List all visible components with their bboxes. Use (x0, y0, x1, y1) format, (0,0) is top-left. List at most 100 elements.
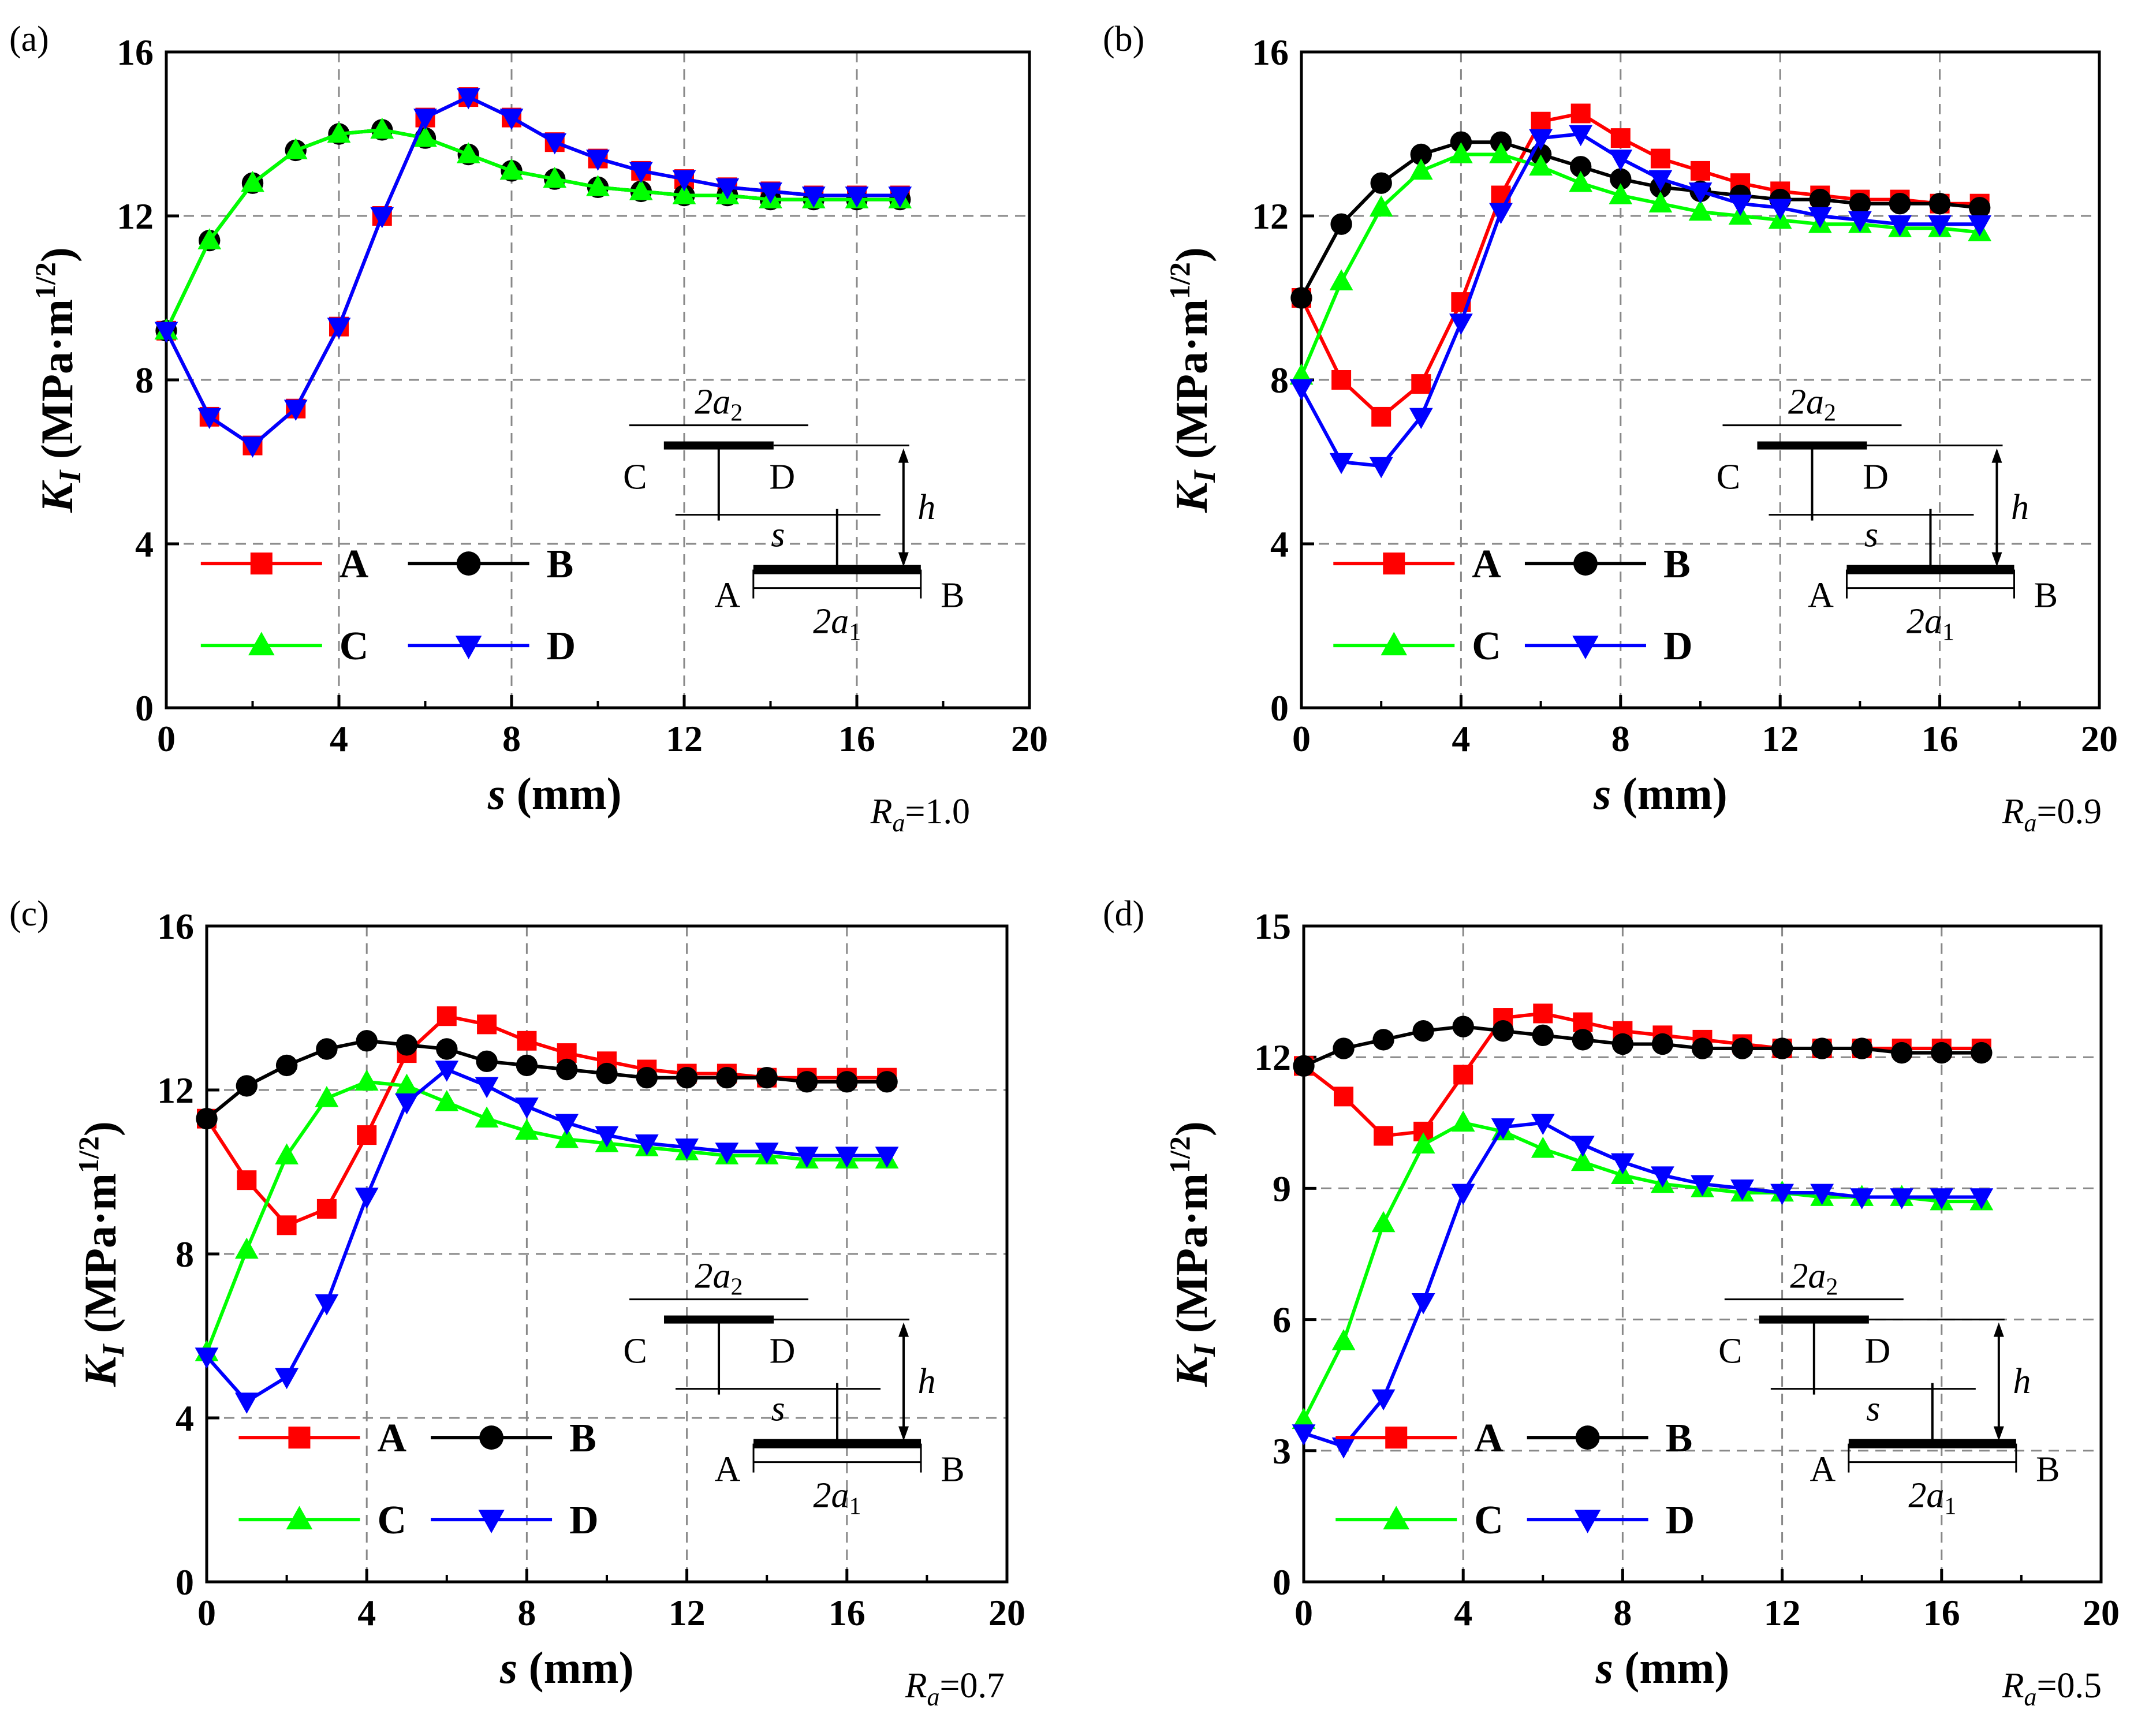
diagram-tip-c: C (623, 458, 647, 497)
data-point-C (629, 179, 653, 200)
legend-label-C: C (1472, 624, 1501, 669)
y-axis-var: K (1166, 480, 1217, 513)
data-point-A (436, 1006, 457, 1026)
data-point-D (1531, 1114, 1555, 1136)
data-point-C (1292, 1408, 1316, 1429)
data-point-B (1931, 1041, 1953, 1064)
data-point-B (196, 1108, 218, 1130)
data-point-C (1648, 191, 1673, 212)
data-point-B (1490, 131, 1512, 153)
diagram-bottom-width: 2a (1908, 1476, 1944, 1515)
data-point-D (395, 1093, 419, 1115)
data-point-D (586, 150, 610, 171)
data-point-A (1650, 148, 1670, 169)
data-point-D (1770, 1184, 1794, 1205)
data-point-A (1570, 103, 1591, 124)
legend-marker-A (250, 552, 273, 575)
x-tick-label: 12 (1762, 718, 1799, 759)
data-point-B (396, 1034, 418, 1056)
x-tick-label: 12 (669, 1592, 706, 1633)
data-point-C (413, 125, 437, 147)
y-axis-unit: (MPa·m (32, 299, 82, 471)
legend-label-B: B (547, 542, 574, 587)
legend-label-A: A (377, 1416, 406, 1461)
data-point-C (475, 1106, 499, 1128)
y-axis-sub: I (1187, 469, 1222, 483)
y-axis-close: ) (1166, 247, 1217, 262)
x-axis-var: s (1595, 1642, 1613, 1693)
data-point-C (355, 1069, 379, 1091)
data-point-C (1411, 1132, 1435, 1153)
diagram-top-width-label: 2a2 (695, 383, 743, 427)
panel-label: (d) (1103, 894, 1144, 934)
x-tick-label: 0 (1294, 1592, 1313, 1633)
y-axis-unit: (MPa·m (75, 1173, 125, 1345)
x-tick-label: 8 (1611, 718, 1630, 759)
diagram-tip-b: B (941, 576, 964, 615)
y-tick-label: 16 (1252, 32, 1289, 73)
series-line-C (165, 128, 900, 332)
data-point-C (1489, 142, 1513, 163)
data-point-B (1452, 1016, 1474, 1037)
data-point-B (1532, 1024, 1554, 1047)
data-point-D (801, 186, 826, 208)
y-axis-var: K (32, 480, 82, 513)
series-C (154, 117, 912, 340)
data-point-D (1451, 1184, 1475, 1205)
legend-label-A: A (1472, 542, 1501, 587)
x-axis-unit: (mm) (1613, 1642, 1729, 1693)
y-tick-label: 8 (1270, 360, 1289, 401)
data-point-D (327, 318, 351, 339)
data-point-C (435, 1090, 459, 1111)
height-arrow-tail (898, 1426, 909, 1441)
series-line-A (165, 95, 900, 448)
x-tick-label: 8 (502, 718, 521, 759)
data-point-C (1369, 195, 1393, 217)
series-D (1292, 1114, 1994, 1459)
series-D (154, 88, 912, 458)
diagram-tip-d: D (769, 458, 795, 497)
ra-value: =0.5 (2037, 1666, 2102, 1705)
ra-sub: a (893, 809, 905, 837)
legend: A B C D (238, 1416, 599, 1543)
data-point-C (456, 142, 480, 163)
y-axis-label: KI (MPa·m1/2) (1163, 247, 1222, 513)
data-point-B (316, 1038, 338, 1060)
x-axis-var: s (1593, 768, 1611, 819)
data-point-B (1971, 1041, 1993, 1064)
diagram-bottom-width-sub: 1 (1944, 1494, 1956, 1520)
data-point-B (1412, 1020, 1434, 1042)
data-point-B (1293, 1055, 1315, 1077)
data-point-B (756, 1067, 778, 1089)
diagram-bottom-width-sub: 1 (1942, 619, 1954, 646)
data-point-A (277, 1215, 297, 1235)
ra-sub: a (2024, 1683, 2037, 1711)
data-point-C (283, 138, 308, 159)
y-axis-var: K (75, 1354, 125, 1387)
series-line-A (1300, 111, 1980, 419)
diagram-tip-a: A (1810, 1450, 1835, 1489)
legend-marker-C (286, 1506, 313, 1530)
legend-marker-D (1574, 1509, 1601, 1533)
diagram-top-width: 2a (695, 383, 730, 422)
data-point-D (515, 1097, 539, 1119)
legend-marker-B (479, 1425, 503, 1450)
data-point-C (1451, 1110, 1475, 1132)
ra-sub: a (2024, 809, 2037, 837)
data-point-D (1489, 203, 1513, 225)
data-point-D (1848, 211, 1872, 233)
diagram-top-width-label: 2a2 (1788, 383, 1836, 427)
y-axis-label: KI (MPa·m1/2) (29, 247, 87, 513)
data-point-A (477, 1014, 497, 1035)
data-point-D (715, 1143, 739, 1164)
data-point-B (1330, 213, 1352, 235)
data-point-D (499, 109, 524, 130)
data-point-B (596, 1062, 618, 1085)
data-point-D (835, 1147, 859, 1168)
data-point-D (475, 1077, 499, 1099)
data-point-D (1411, 1293, 1435, 1315)
x-tick-label: 4 (1454, 1592, 1472, 1633)
data-point-D (154, 322, 178, 344)
data-point-D (1292, 1424, 1316, 1446)
